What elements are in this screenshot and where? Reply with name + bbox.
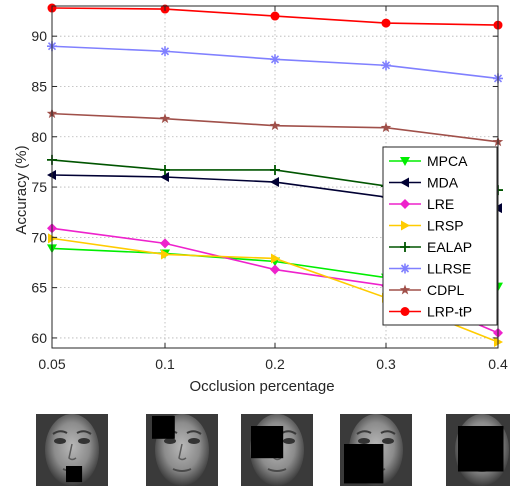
data-point xyxy=(271,253,280,264)
eyebrows xyxy=(356,430,396,435)
data-point xyxy=(400,242,410,252)
y-tick-label: 90 xyxy=(31,28,47,44)
mouth xyxy=(267,468,287,472)
data-point xyxy=(160,172,169,182)
legend-label: LRE xyxy=(427,196,454,212)
face-sample-image xyxy=(36,414,108,486)
data-point xyxy=(401,220,410,231)
face-sample-image xyxy=(446,414,510,486)
y-tick-label: 60 xyxy=(31,330,47,346)
data-point xyxy=(399,284,411,295)
y-tick-label: 80 xyxy=(31,129,47,145)
legend-box xyxy=(382,146,498,326)
line-chart: 60 65 70 75 80 85 90 0.05 0.1 0.2 0.3 0.4 Occlusion… xyxy=(13,3,508,395)
x-tick-label: 0.1 xyxy=(155,356,175,372)
series-llrse xyxy=(47,41,503,84)
data-point xyxy=(381,60,391,71)
data-point xyxy=(270,177,279,188)
face-sample-image xyxy=(340,414,412,486)
nose xyxy=(68,443,77,461)
face-sample-image xyxy=(241,414,313,486)
y-tick-label: 70 xyxy=(31,229,47,245)
right-eye xyxy=(382,438,394,444)
data-point xyxy=(400,307,410,316)
series-cdpl xyxy=(46,108,504,147)
data-point xyxy=(381,18,391,28)
data-point xyxy=(270,54,280,65)
data-point xyxy=(380,122,392,133)
data-point xyxy=(159,113,171,124)
legend-entry: MDA xyxy=(389,175,459,191)
data-point xyxy=(160,46,170,57)
left-eye xyxy=(358,438,370,444)
legend-entry: EALAP xyxy=(389,239,472,255)
data-point xyxy=(270,264,280,275)
y-tick-label: 65 xyxy=(31,280,47,296)
data-point xyxy=(270,164,280,175)
x-tick-label: 0.3 xyxy=(376,356,396,372)
mouth xyxy=(172,468,192,472)
data-point xyxy=(160,238,170,249)
nose xyxy=(178,443,187,461)
y-tick-label: 75 xyxy=(31,179,47,195)
occlusion-sample-faces xyxy=(0,400,510,489)
legend-entry: LRSP xyxy=(389,218,464,234)
occlusion-block xyxy=(458,426,504,472)
x-axis-label: Occlusion percentage xyxy=(189,378,334,395)
legend-label: CDPL xyxy=(427,282,465,298)
legend-entry: CDPL xyxy=(389,282,465,298)
data-point xyxy=(270,11,280,21)
data-point xyxy=(400,263,410,274)
data-point xyxy=(160,164,170,175)
legend-label: MDA xyxy=(427,175,459,191)
data-point xyxy=(400,157,410,166)
eyebrows xyxy=(52,430,92,435)
left-eye xyxy=(164,438,176,444)
data-point xyxy=(400,177,409,188)
x-tick-label: 0.05 xyxy=(38,356,65,372)
legend-entry: LRE xyxy=(389,196,454,212)
x-tick-label: 0.4 xyxy=(488,356,508,372)
legend-label: MPCA xyxy=(427,153,468,169)
occlusion-block xyxy=(152,416,175,439)
legend-entry: MPCA xyxy=(389,153,468,169)
occlusion-block xyxy=(66,466,83,483)
occlusion-block xyxy=(251,426,284,459)
right-eye xyxy=(78,438,90,444)
legend: MPCA MDA LRE LRSP EALAP LLRSE CDPL LRP-tP xyxy=(382,146,498,326)
legend-label: LLRSE xyxy=(427,261,471,277)
y-axis-label: Accuracy (%) xyxy=(13,145,30,234)
legend-label: EALAP xyxy=(427,239,472,255)
data-point xyxy=(161,249,170,260)
y-tick-label: 85 xyxy=(31,78,47,94)
axes: 60 65 70 75 80 85 90 0.05 0.1 0.2 0.3 0.4 xyxy=(31,5,508,372)
data-point xyxy=(400,199,410,209)
legend-entry: LRP-tP xyxy=(389,304,472,320)
x-tick-label: 0.2 xyxy=(265,356,285,372)
legend-entry: LLRSE xyxy=(389,261,471,277)
legend-label: LRSP xyxy=(427,218,464,234)
legend-label: LRP-tP xyxy=(427,304,472,320)
right-eye xyxy=(283,438,295,444)
occlusion-block xyxy=(344,444,384,484)
right-eye xyxy=(188,438,200,444)
face-sample-image xyxy=(146,414,218,486)
data-point xyxy=(269,120,281,131)
left-eye xyxy=(54,438,66,444)
